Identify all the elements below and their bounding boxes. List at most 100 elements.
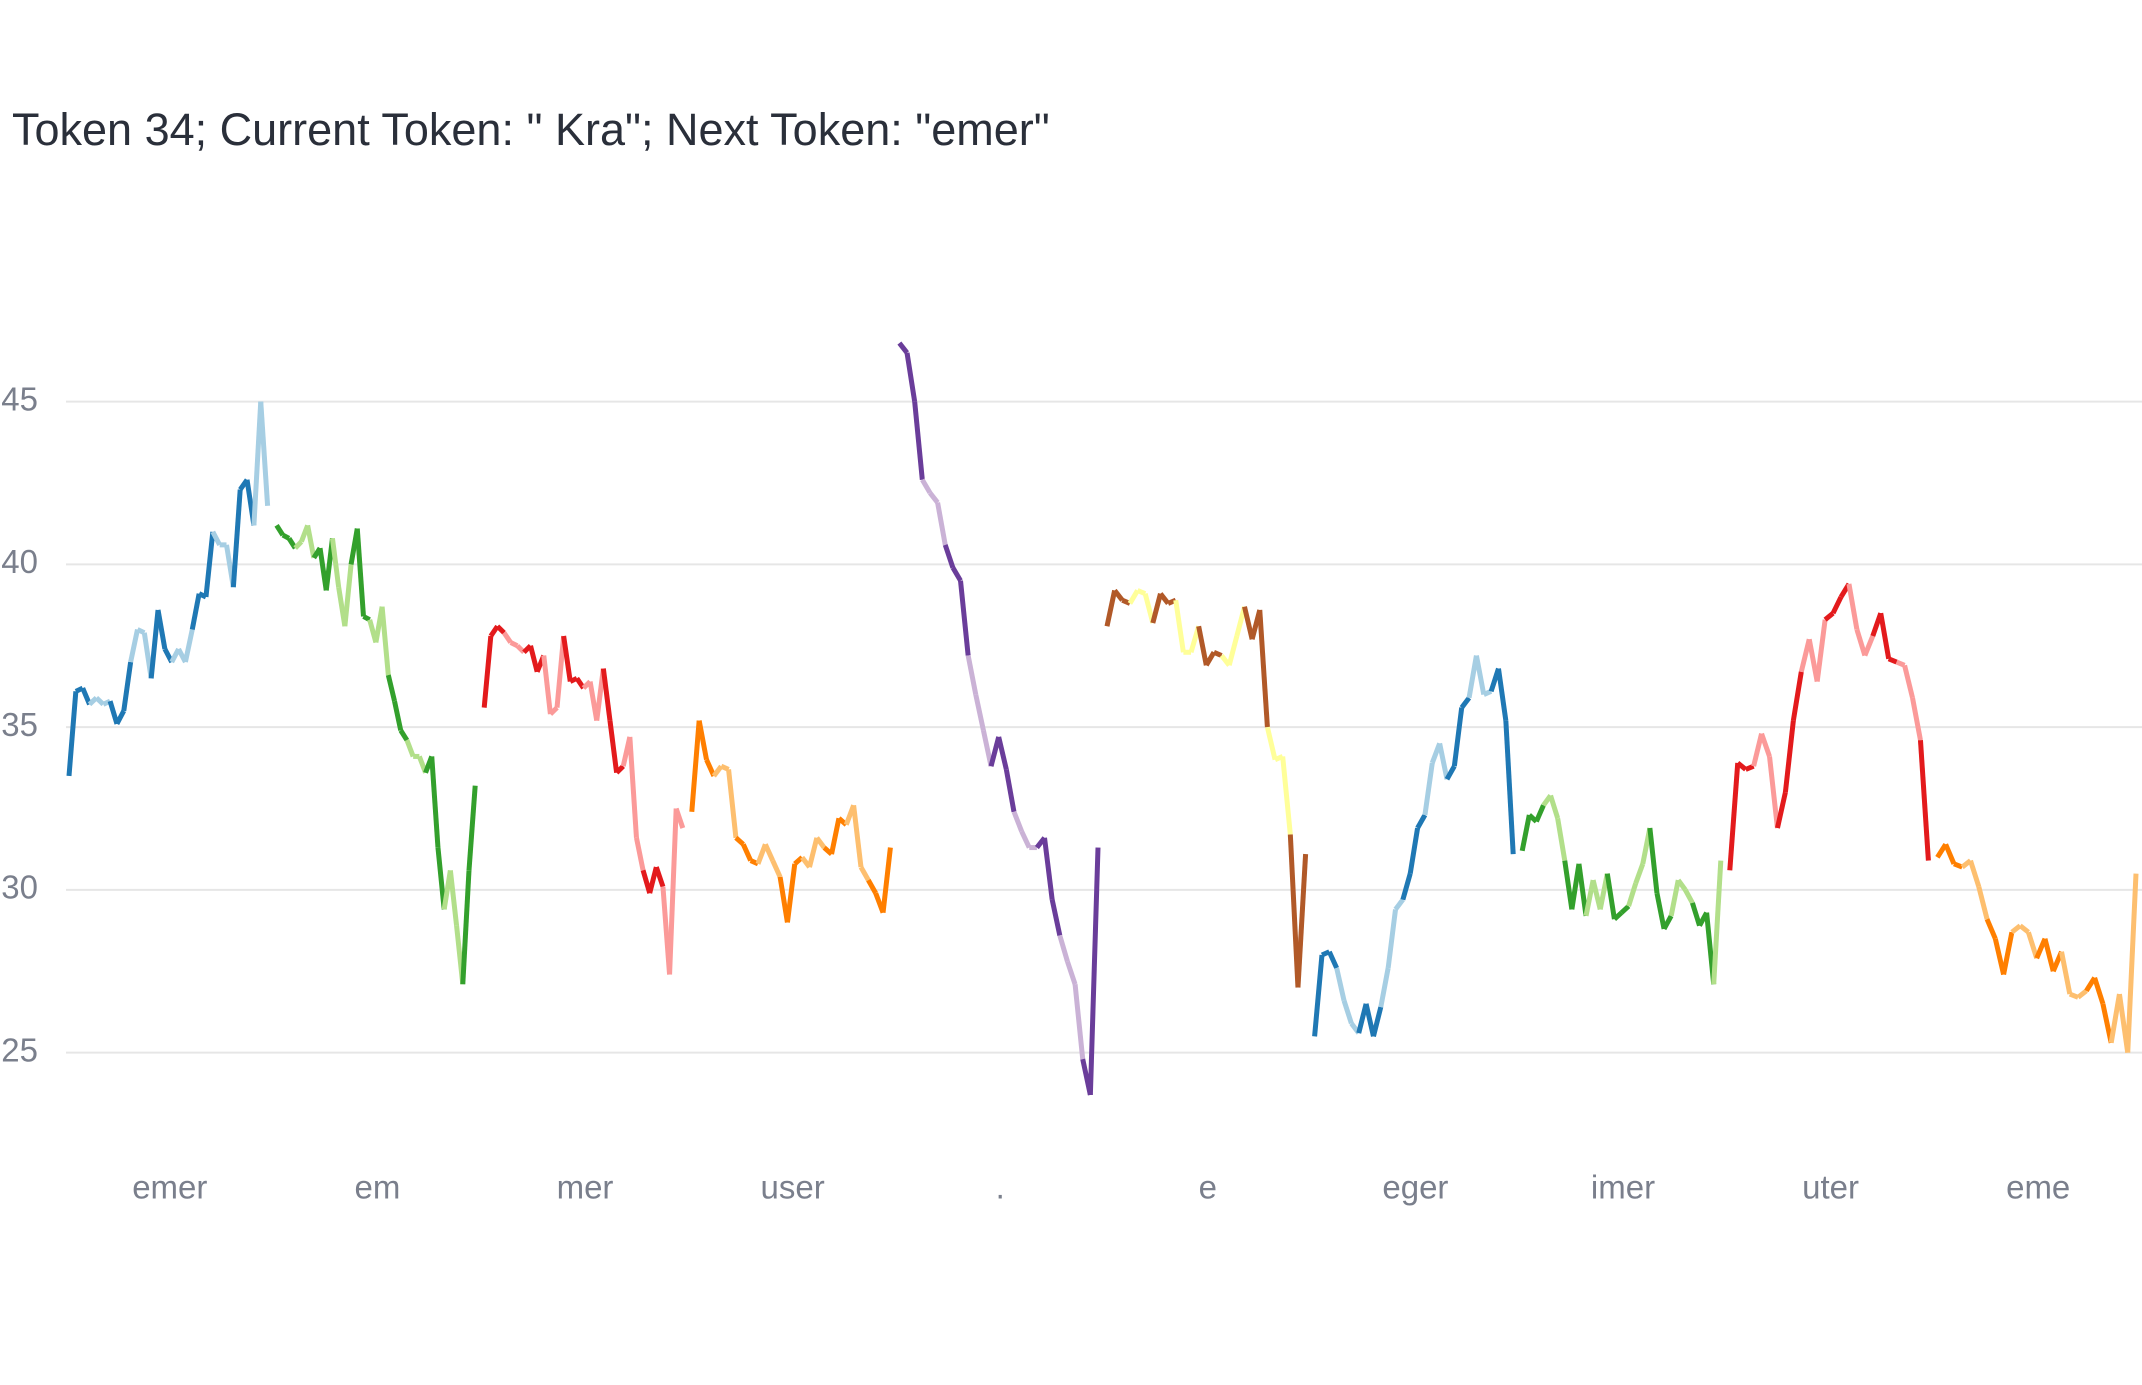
line-segment	[763, 843, 775, 862]
line-segment	[481, 635, 494, 708]
line-segment	[392, 700, 404, 731]
line-segment	[1626, 882, 1639, 907]
line-segment	[1451, 707, 1465, 767]
line-segment	[281, 532, 291, 541]
line-segment	[1751, 733, 1765, 767]
line-segment	[495, 624, 506, 635]
line-segment	[1415, 813, 1428, 830]
line-segment	[274, 523, 285, 537]
line-segment	[1011, 810, 1024, 833]
line-segment	[1287, 834, 1301, 988]
line-segment	[548, 705, 559, 716]
line-segment	[362, 614, 371, 622]
line-segment	[965, 655, 979, 696]
line-segment	[1003, 769, 1017, 813]
line-segment	[1226, 635, 1240, 666]
line-segment	[1019, 830, 1032, 849]
line-segment	[851, 804, 864, 868]
line-segment	[1830, 595, 1844, 615]
x-tick-label: user	[760, 1169, 824, 1206]
line-segment	[528, 645, 540, 673]
line-segment	[1604, 873, 1617, 920]
line-segment	[1654, 892, 1667, 930]
line-segment	[148, 609, 161, 679]
x-tick-label: uter	[1802, 1169, 1859, 1206]
line-segment	[1196, 625, 1209, 666]
line-segment	[1204, 651, 1217, 667]
line-segment	[1087, 847, 1101, 1096]
line-segment	[1422, 762, 1435, 816]
line-segment	[1548, 794, 1561, 820]
line-segment	[398, 729, 410, 742]
line-segment	[1775, 791, 1788, 829]
line-segment	[155, 609, 168, 650]
line-segment	[1057, 934, 1070, 963]
line-segment	[66, 691, 79, 777]
line-segment	[128, 628, 140, 663]
line-segment	[2076, 988, 2088, 1000]
line-segment	[460, 870, 472, 985]
line-segment	[1042, 837, 1055, 900]
line-segment	[1049, 899, 1063, 936]
line-segment	[385, 674, 397, 702]
line-segment	[1173, 599, 1186, 653]
line-segment	[2092, 977, 2106, 1005]
line-segment	[980, 729, 994, 767]
line-segment	[342, 564, 354, 627]
line-segment	[379, 606, 391, 676]
chart-title: Token 34; Current Token: " Kra"; Next To…	[12, 104, 1050, 155]
line-segment	[1895, 659, 1906, 668]
line-segment	[1683, 888, 1695, 905]
line-segment	[136, 627, 146, 636]
line-segment	[189, 593, 202, 630]
line-segment	[770, 859, 783, 878]
line-segment	[2108, 993, 2122, 1044]
line-segment	[1555, 817, 1568, 862]
line-segment	[1385, 909, 1398, 969]
line-segment	[447, 870, 460, 926]
line-segment	[653, 866, 666, 888]
line-segment	[1647, 827, 1660, 894]
line-segment	[1953, 861, 1964, 870]
line-segment	[1127, 589, 1140, 605]
line-segment	[1814, 619, 1828, 682]
line-segment	[600, 668, 613, 721]
line-segment	[1744, 763, 1755, 772]
line-segment	[1136, 588, 1147, 596]
line-segment	[704, 758, 717, 777]
line-segment	[1968, 859, 1982, 888]
line-segment	[354, 528, 366, 617]
line-segment	[94, 696, 105, 707]
line-segment	[1782, 720, 1796, 793]
line-segment	[880, 847, 893, 913]
line-segment	[1482, 689, 1493, 697]
y-tick-label: 45	[1, 380, 38, 417]
line-segment	[1280, 756, 1293, 835]
line-segment	[720, 763, 730, 772]
line-segment	[866, 878, 878, 895]
line-segment	[1583, 879, 1596, 917]
line-segment	[958, 580, 971, 656]
line-segment	[2059, 951, 2073, 995]
line-segment	[1065, 960, 1078, 986]
line-segment	[1910, 697, 1923, 741]
line-segment	[1823, 611, 1835, 622]
line-segment	[404, 739, 416, 758]
line-segment	[305, 524, 317, 559]
line-segment	[258, 401, 271, 506]
line-segment	[1072, 984, 1086, 1060]
line-segment	[1363, 1003, 1376, 1037]
line-segment	[1943, 843, 1957, 865]
line-segment	[1727, 762, 1741, 871]
line-segment	[741, 843, 753, 862]
line-segment	[329, 538, 342, 588]
line-segment	[1341, 999, 1354, 1025]
line-segment	[1327, 950, 1339, 970]
line-segment	[1295, 853, 1309, 988]
line-segment	[182, 628, 195, 663]
line-segment	[515, 643, 526, 655]
line-segment	[614, 764, 625, 775]
line-segment	[2026, 931, 2040, 959]
line-segment	[80, 687, 92, 706]
line-segment	[1633, 862, 1646, 885]
